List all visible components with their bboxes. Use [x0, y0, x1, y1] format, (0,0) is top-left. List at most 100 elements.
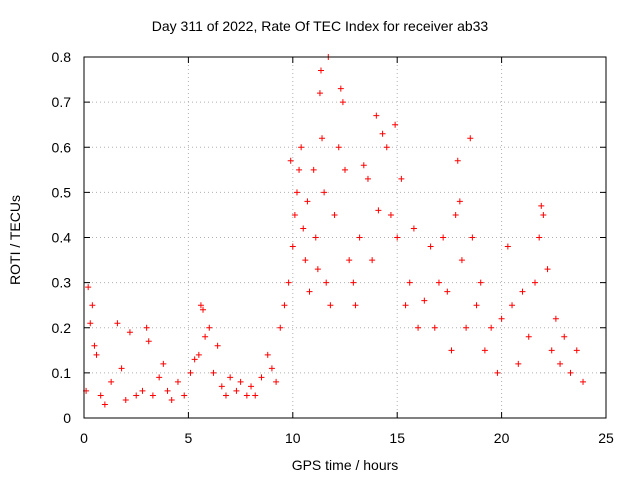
data-point	[264, 351, 271, 358]
data-point	[312, 234, 319, 241]
chart-title: Day 311 of 2022, Rate Of TEC Index for r…	[151, 18, 489, 34]
data-point	[314, 266, 321, 273]
y-tick-label: 0.6	[52, 139, 72, 155]
y-tick-label: 0.5	[52, 184, 72, 200]
data-point	[346, 257, 353, 264]
y-tick-label: 0.4	[52, 230, 72, 246]
data-point	[580, 378, 587, 385]
data-point	[156, 374, 163, 381]
data-point	[316, 90, 323, 97]
x-tick-label: 10	[285, 430, 301, 446]
data-point	[97, 392, 104, 399]
data-point	[101, 401, 108, 408]
data-point	[85, 284, 92, 291]
data-point	[342, 166, 348, 173]
x-tick-label: 5	[185, 430, 193, 446]
x-tick-label: 0	[80, 430, 88, 446]
data-point	[258, 374, 265, 381]
data-point	[509, 302, 516, 309]
data-point	[252, 392, 259, 399]
data-point	[218, 383, 225, 390]
y-tick-label: 0.7	[52, 94, 72, 110]
data-point	[168, 396, 175, 403]
data-point	[350, 279, 357, 286]
data-point	[469, 234, 476, 241]
y-tick-label: 0.8	[52, 49, 72, 65]
data-point	[302, 257, 309, 264]
data-point	[277, 324, 284, 331]
data-point	[463, 324, 470, 331]
data-point	[387, 211, 394, 218]
data-point	[352, 302, 359, 309]
data-point	[481, 347, 488, 354]
data-point	[181, 392, 188, 399]
data-point	[360, 162, 367, 169]
data-point	[392, 121, 399, 128]
data-point	[515, 360, 522, 367]
data-point	[383, 144, 390, 151]
data-point	[126, 329, 133, 336]
data-point	[289, 243, 296, 250]
data-point	[557, 360, 564, 367]
data-point	[214, 342, 221, 349]
data-point	[406, 279, 413, 286]
data-point	[444, 288, 451, 295]
data-point	[118, 365, 125, 372]
data-point	[319, 135, 326, 142]
data-point	[427, 243, 434, 250]
data-point	[415, 324, 422, 331]
data-point	[327, 302, 334, 309]
data-point	[197, 302, 204, 309]
data-point	[519, 288, 526, 295]
data-point	[398, 175, 405, 182]
data-point	[114, 320, 121, 327]
axis-ticks: 0 5 10 15 20 25 0 0.1 0.2 0.3 0.4 0.5 0.6 0.7 0.8	[52, 49, 614, 446]
data-point	[454, 157, 461, 164]
data-point	[339, 99, 346, 106]
data-point	[237, 378, 244, 385]
data-point	[536, 234, 543, 241]
data-point	[402, 302, 409, 309]
data-point	[149, 392, 156, 399]
data-point	[323, 279, 330, 286]
data-point	[304, 198, 311, 205]
data-point	[356, 234, 363, 241]
data-point	[573, 347, 580, 354]
data-point	[488, 324, 495, 331]
data-point	[335, 144, 342, 151]
data-point	[139, 387, 146, 394]
data-point	[456, 198, 463, 205]
data-point	[227, 374, 234, 381]
data-point	[561, 333, 568, 340]
data-point	[243, 392, 250, 399]
data-point	[473, 302, 480, 309]
data-point	[187, 369, 194, 376]
data-point	[296, 166, 303, 173]
data-point	[548, 347, 555, 354]
data-point	[222, 392, 229, 399]
data-point	[287, 157, 294, 164]
x-tick-label: 25	[598, 430, 614, 446]
data-point	[93, 351, 100, 358]
data-point	[421, 297, 428, 304]
data-point	[337, 85, 344, 92]
data-point	[195, 351, 202, 358]
data-point	[298, 144, 305, 151]
data-point	[145, 338, 152, 345]
data-point	[525, 333, 532, 340]
data-point	[410, 225, 417, 232]
data-point	[206, 324, 213, 331]
data-point	[331, 211, 338, 218]
data-point	[504, 243, 511, 250]
data-point	[174, 378, 181, 385]
data-point	[200, 306, 207, 313]
x-axis-label: GPS time / hours	[291, 457, 399, 473]
data-point	[87, 320, 94, 327]
data-point	[467, 135, 474, 142]
data-point	[89, 302, 96, 309]
data-point	[321, 189, 328, 196]
data-point	[544, 266, 551, 273]
data-point	[191, 356, 198, 363]
data-point	[164, 387, 171, 394]
data-point	[248, 383, 255, 390]
